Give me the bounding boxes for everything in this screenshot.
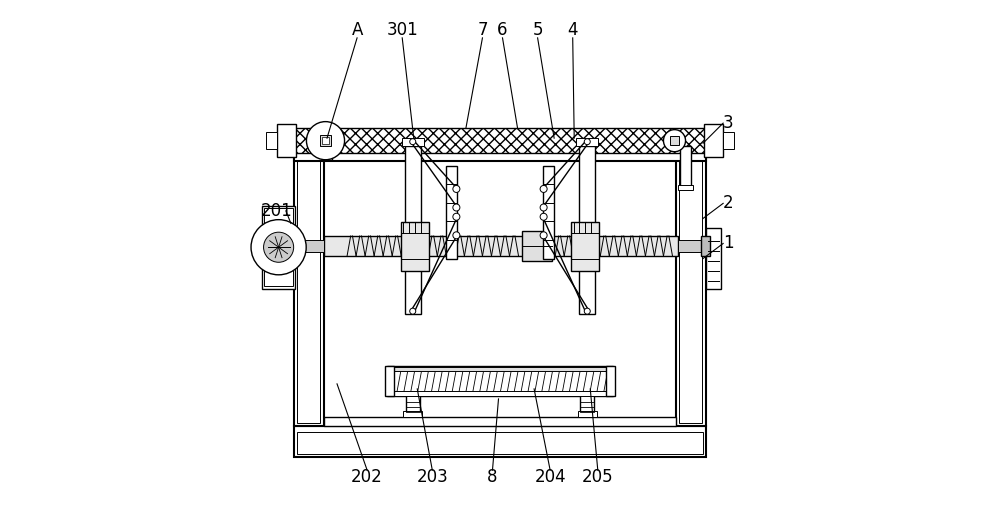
Bar — [294, 146, 324, 426]
Bar — [405, 146, 421, 314]
Bar — [324, 417, 676, 426]
Bar — [678, 240, 701, 252]
Bar — [606, 367, 615, 396]
Bar — [295, 128, 705, 153]
Circle shape — [251, 220, 306, 275]
Bar — [266, 132, 277, 149]
Bar — [406, 395, 420, 416]
Bar — [446, 166, 457, 259]
Text: 301: 301 — [386, 21, 418, 40]
Text: 202: 202 — [351, 467, 383, 486]
Text: 5: 5 — [532, 21, 543, 40]
Circle shape — [540, 186, 547, 193]
Circle shape — [453, 213, 460, 220]
Text: 205: 205 — [582, 467, 614, 486]
Bar — [704, 124, 723, 157]
Bar — [385, 367, 394, 396]
Text: 6: 6 — [497, 21, 508, 40]
Circle shape — [410, 308, 416, 314]
Bar — [297, 431, 703, 454]
Bar — [277, 240, 324, 252]
Bar — [403, 411, 422, 417]
Bar — [670, 136, 679, 145]
Circle shape — [453, 186, 460, 193]
Bar — [277, 124, 296, 157]
Circle shape — [306, 122, 345, 160]
Bar — [294, 426, 706, 457]
Text: 204: 204 — [534, 467, 566, 486]
Text: A: A — [351, 21, 363, 40]
Bar — [402, 138, 424, 146]
Circle shape — [584, 308, 590, 314]
Circle shape — [540, 232, 547, 239]
Text: 2: 2 — [723, 194, 733, 212]
Bar — [701, 236, 710, 256]
Bar — [576, 138, 598, 146]
Circle shape — [410, 139, 416, 144]
Circle shape — [453, 204, 460, 211]
Circle shape — [540, 204, 547, 211]
Bar — [324, 236, 678, 256]
Bar — [543, 166, 554, 259]
Text: 4: 4 — [567, 21, 578, 40]
Circle shape — [453, 232, 460, 239]
Bar — [387, 367, 613, 396]
Bar — [262, 206, 295, 288]
Circle shape — [264, 232, 294, 262]
Text: 1: 1 — [723, 234, 733, 252]
Bar — [387, 391, 613, 396]
Bar — [297, 153, 320, 423]
Bar — [579, 146, 595, 314]
Bar — [706, 229, 721, 288]
Bar — [294, 146, 706, 161]
Circle shape — [584, 139, 590, 144]
Bar — [323, 124, 332, 160]
Bar — [522, 231, 552, 261]
Bar — [578, 411, 597, 417]
Bar — [389, 368, 611, 371]
Circle shape — [540, 213, 547, 220]
Bar — [676, 146, 706, 426]
Bar — [680, 146, 691, 188]
Bar — [571, 222, 599, 271]
Text: 203: 203 — [416, 467, 448, 486]
Text: 7: 7 — [477, 21, 488, 40]
Text: 201: 201 — [261, 202, 293, 220]
Bar — [401, 222, 429, 271]
Bar — [679, 153, 702, 423]
Bar — [264, 208, 293, 286]
Bar — [723, 132, 734, 149]
Bar — [320, 135, 331, 146]
Bar — [322, 137, 329, 144]
Bar — [269, 236, 278, 256]
Bar — [678, 185, 693, 190]
Text: 3: 3 — [723, 114, 733, 132]
Text: 8: 8 — [487, 467, 498, 486]
Bar — [580, 395, 594, 416]
Circle shape — [663, 130, 686, 152]
